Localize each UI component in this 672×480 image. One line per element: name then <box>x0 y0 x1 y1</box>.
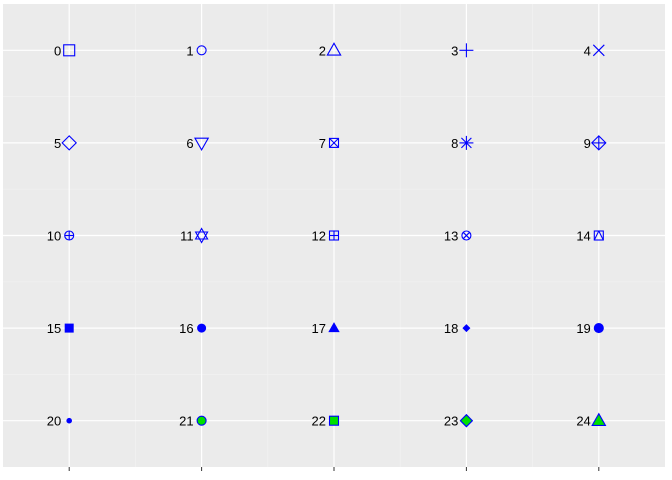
point-mark-shape-17 <box>328 322 340 333</box>
point-mark-shape-0 <box>63 44 76 57</box>
point-mark-shape-7 <box>328 137 340 148</box>
point-label-18: 18 <box>444 321 458 336</box>
point-label-14: 14 <box>576 229 590 244</box>
point-label-20: 20 <box>47 414 61 429</box>
point-label-4: 4 <box>584 43 591 58</box>
point-label-5: 5 <box>54 136 61 151</box>
point-label-21: 21 <box>179 414 193 429</box>
point-mark-shape-18 <box>462 324 471 333</box>
point-mark-shape-15 <box>64 323 74 333</box>
point-label-17: 17 <box>312 321 326 336</box>
point-mark-shape-5 <box>61 135 77 151</box>
point-mark-shape-12 <box>328 230 340 241</box>
point-mark-shape-6 <box>194 137 210 152</box>
point-mark-shape-2 <box>326 42 342 56</box>
axis-ticks <box>68 467 600 471</box>
point-label-22: 22 <box>312 414 326 429</box>
point-label-12: 12 <box>312 229 326 244</box>
point-label-24: 24 <box>576 414 590 429</box>
point-label-8: 8 <box>451 136 458 151</box>
point-label-0: 0 <box>54 43 61 58</box>
point-marks <box>61 42 607 428</box>
point-label-7: 7 <box>319 136 326 151</box>
point-mark-shape-22 <box>328 415 340 426</box>
point-label-23: 23 <box>444 414 458 429</box>
point-mark-shape-9 <box>591 135 607 151</box>
point-label-9: 9 <box>584 136 591 151</box>
point-mark-shape-3 <box>459 43 474 58</box>
point-label-11: 11 <box>180 229 194 244</box>
point-mark-shape-1 <box>196 45 207 56</box>
point-label-15: 15 <box>47 321 61 336</box>
point-mark-shape-23 <box>459 413 474 428</box>
point-label-13: 13 <box>444 229 458 244</box>
point-label-6: 6 <box>186 136 193 151</box>
point-label-2: 2 <box>319 43 326 58</box>
point-mark-shape-14 <box>593 230 604 241</box>
point-mark-shape-11 <box>194 227 209 244</box>
point-mark-shape-10 <box>64 230 75 241</box>
point-label-16: 16 <box>179 321 193 336</box>
point-mark-shape-19 <box>593 323 604 334</box>
point-mark-shape-13 <box>461 230 472 241</box>
point-mark-shape-16 <box>197 323 207 333</box>
point-mark-shape-8 <box>459 135 474 150</box>
point-mark-shape-21 <box>196 415 207 426</box>
point-mark-shape-24 <box>591 412 607 427</box>
point-label-3: 3 <box>451 43 458 58</box>
point-label-1: 1 <box>186 43 193 58</box>
point-mark-shape-20 <box>66 417 72 424</box>
point-mark-shape-4 <box>592 44 605 57</box>
point-label-10: 10 <box>47 229 61 244</box>
point-label-19: 19 <box>576 321 590 336</box>
